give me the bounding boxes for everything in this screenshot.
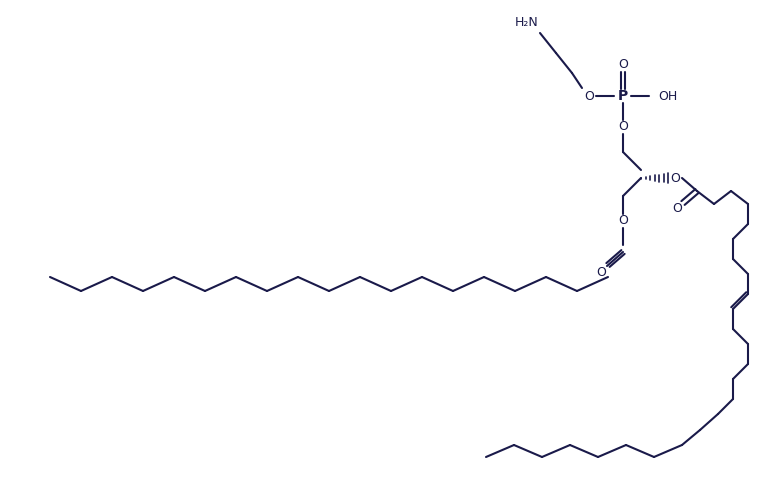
Text: H₂N: H₂N: [515, 16, 539, 28]
Text: O: O: [618, 214, 628, 228]
Text: O: O: [670, 172, 680, 184]
Text: O: O: [672, 202, 682, 215]
Text: O: O: [618, 120, 628, 134]
Text: OH: OH: [658, 90, 677, 102]
Text: O: O: [618, 58, 628, 71]
Text: O: O: [584, 90, 594, 102]
Text: P: P: [618, 89, 628, 103]
Text: O: O: [596, 266, 606, 278]
